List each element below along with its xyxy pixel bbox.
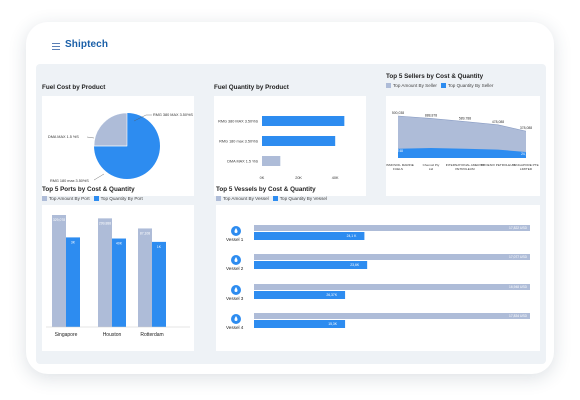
vessels-bar-chart: Vessel 1 17,822 USD 24,1 K Vessel 2 17,077 U… (226, 225, 530, 330)
fuel-drop-icon (234, 316, 238, 321)
seller-amount-label: 378,088 (520, 126, 532, 130)
legend-item-port-qty[interactable]: Top Quantity By Port (93, 196, 143, 202)
fuel-qty-panel: RMG 380 MAX 3.50%S RMG 180 max 3.50%S DMA … (214, 96, 366, 196)
port-qty-label: 40K (116, 242, 123, 246)
app-header: Shiptech (26, 22, 554, 64)
fuel-drop-icon (234, 287, 238, 292)
vessel-qty-label: 23,6K (350, 263, 360, 267)
vessel-amount-label: 17,822 USD (509, 226, 528, 230)
qty-x-tick: 40K (332, 176, 339, 180)
port-amount-bar[interactable] (52, 215, 66, 327)
vessel-qty-label: 24,1 K (347, 234, 358, 238)
menu-icon[interactable] (52, 43, 60, 50)
legend-item-seller-amount[interactable]: Top Amount By Seller (386, 83, 437, 89)
pie-slice-rmg-380[interactable] (93, 112, 128, 147)
sellers-legend: Top Amount By Seller Top Quantity By Sel… (386, 83, 493, 89)
dashboard-content: Fuel Cost by Product RMG 380 MAX 3.50%S … (36, 64, 546, 364)
seller-amount-area[interactable] (398, 116, 526, 158)
vessels-legend: Top Amount By Vessel Top Quantity By Ves… (216, 196, 327, 202)
vessel-qty-bar[interactable] (254, 232, 365, 240)
seller-qty-label: 24,788 (521, 152, 531, 156)
qty-category-label: DMA MAX 1.5 %S (227, 160, 258, 164)
vessel-amount-label: 16,948 USD (509, 285, 528, 289)
fuel-cost-pie-chart: RMG 380 MAX 3.50%S DMA MAX 1.5 %S RMG 18… (48, 112, 193, 183)
seller-category-label: PHOENIX PETROLEUM (481, 163, 515, 167)
port-qty-bar[interactable] (66, 237, 80, 327)
vessel-qty-label: 15,3K (328, 322, 338, 326)
legend-item-vessel-qty[interactable]: Top Quantity By Vessel (272, 196, 327, 202)
legend-item-vessel-amount[interactable]: Top Amount By Vessel (216, 196, 269, 202)
port-qty-label: 3K (71, 240, 76, 244)
seller-qty-area[interactable] (398, 148, 526, 158)
vessel-amount-bar[interactable] (254, 225, 530, 231)
sellers-area-chart: 500,038 888,878 589,788 478,088 378,088 34,74… (382, 111, 538, 171)
port-category-label: Singapore (55, 332, 78, 338)
fuel-cost-panel: RMG 380 MAX 3.50%S DMA MAX 1.5 %S RMG 18… (42, 96, 194, 196)
seller-amount-label: 589,788 (459, 117, 471, 121)
dashboard-window: Shiptech Fuel Cost by Product RMG 380 MA… (26, 22, 554, 374)
legend-item-port-amount[interactable]: Top Amount By Port (42, 196, 90, 202)
port-qty-bar[interactable] (112, 238, 126, 327)
fuel-qty-bar-chart: RMG 380 MAX 3.50%S RMG 180 max 3.50%S DMA … (218, 116, 345, 180)
port-amount-label: 87,108 (140, 231, 150, 235)
qty-category-label: RMG 380 MAX 3.50%S (218, 120, 258, 124)
fuel-drop-icon (234, 257, 238, 262)
seller-category-label: INTERNATIONAL AMERITA PETROLEUM (446, 163, 486, 171)
qty-bar[interactable] (262, 136, 336, 146)
seller-amount-label: 888,878 (425, 113, 437, 117)
port-amount-bar[interactable] (138, 228, 152, 327)
qty-x-tick: 20K (295, 176, 302, 180)
vessel-name-label: Vessel 1 (226, 237, 244, 242)
fuel-qty-title: Fuel Quantity by Product (214, 84, 289, 91)
port-amount-bar[interactable] (98, 218, 112, 327)
port-amount-label: 299,888 (99, 221, 111, 225)
legend-item-seller-qty[interactable]: Top Quantity By Seller (440, 83, 493, 89)
pie-label-rmg-180: RMG 180 max 3.50%S (50, 179, 89, 183)
seller-category-label: Chemoil Pty Ltd (423, 163, 440, 171)
ports-title: Top 5 Ports by Cost & Quantity (42, 186, 135, 193)
vessels-panel: Vessel 1 17,822 USD 24,1 K Vessel 2 17,077 U… (216, 205, 540, 351)
qty-category-label: RMG 180 max 3.50%S (219, 140, 258, 144)
vessel-name-label: Vessel 4 (226, 325, 244, 330)
pie-label-rmg-380: RMG 380 MAX 3.50%S (153, 113, 193, 117)
vessel-amount-bar[interactable] (254, 313, 530, 319)
vessel-qty-bar[interactable] (254, 320, 346, 328)
port-qty-label: 1K (157, 245, 162, 249)
seller-qty-label: 34,748 (393, 149, 403, 153)
qty-bar[interactable] (262, 156, 281, 166)
vessel-amount-label: 17,077 USD (509, 255, 528, 259)
vessel-qty-label: 26,37K (326, 293, 337, 297)
vessels-title: Top 5 Vessels by Cost & Quantity (216, 186, 316, 193)
vessel-name-label: Vessel 2 (226, 266, 244, 271)
pie-label-dma: DMA MAX 1.5 %S (48, 135, 79, 139)
vessel-qty-bar[interactable] (254, 291, 346, 299)
seller-amount-label: 478,088 (492, 120, 504, 124)
sellers-title: Top 5 Sellers by Cost & Quantity (386, 73, 484, 80)
ports-panel: 329,078 3K Singapore 299,888 40K Houston 87,10… (42, 205, 194, 351)
port-category-label: Houston (103, 332, 122, 338)
sellers-panel: 500,038 888,878 589,788 478,088 378,088 34,74… (382, 96, 540, 196)
qty-bar[interactable] (262, 116, 345, 126)
port-amount-label: 329,078 (53, 218, 65, 222)
port-qty-bar[interactable] (152, 241, 166, 327)
vessel-amount-bar[interactable] (254, 254, 530, 260)
seller-category-label: SINGAPORE PTE LIMITED (513, 163, 538, 171)
vessel-qty-bar[interactable] (254, 261, 368, 269)
port-category-label: Rotterdam (140, 332, 163, 338)
fuel-drop-icon (234, 228, 238, 233)
app-logo[interactable]: Shiptech (65, 39, 109, 50)
vessel-amount-label: 17,834 USD (509, 314, 528, 318)
fuel-cost-title: Fuel Cost by Product (42, 84, 106, 91)
vessel-amount-bar[interactable] (254, 284, 530, 290)
ports-legend: Top Amount By Port Top Quantity By Port (42, 196, 143, 202)
qty-x-tick: 0K (260, 176, 265, 180)
seller-amount-label: 500,038 (392, 111, 404, 115)
ports-bar-chart: 329,078 3K Singapore 299,888 40K Houston 87,10… (46, 215, 190, 338)
vessel-name-label: Vessel 3 (226, 296, 244, 301)
